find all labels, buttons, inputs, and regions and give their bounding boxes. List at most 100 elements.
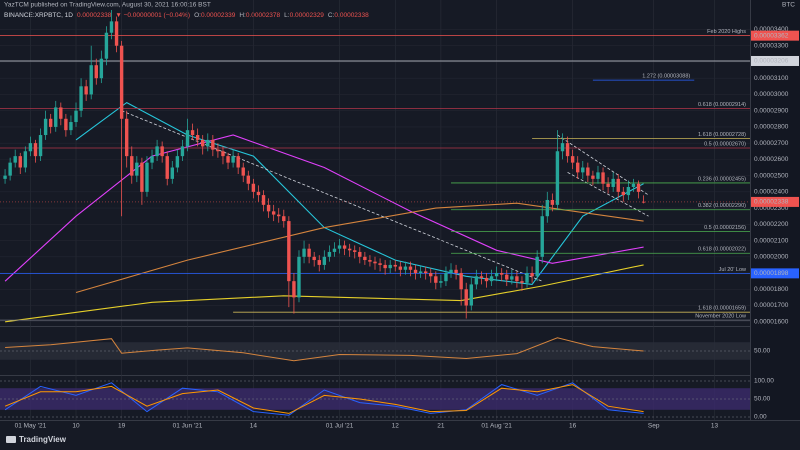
x-tick-label: 01 Jun '21 [173, 423, 203, 430]
level-label: 0.236 (0.00002455) [698, 176, 746, 182]
candle-body [302, 248, 306, 257]
y-tick-label: 0.00003300 [754, 42, 789, 49]
candle-body [266, 204, 271, 212]
candle-body [429, 273, 433, 277]
indicator-line [5, 337, 644, 362]
candle-body [206, 139, 210, 147]
y-tick-label: 0.00002600 [754, 156, 789, 163]
y-tick-label: 100.00 [754, 378, 774, 385]
level-label: 1.618 (0.00002728) [698, 132, 746, 138]
candle-body [454, 269, 458, 274]
candle-body [180, 146, 185, 157]
candle-body [434, 276, 438, 283]
candle-body [484, 277, 489, 282]
y-tick-label: 0.00002300 [754, 205, 789, 212]
candle-body [403, 266, 408, 270]
level-label: Feb 2020 Highs [707, 29, 746, 35]
y-tick-label: 0.00002700 [754, 140, 789, 147]
candle-body [130, 156, 134, 176]
candle-body [277, 214, 281, 217]
y-tick-label: 0.00002400 [754, 189, 789, 196]
candle-body [13, 156, 17, 163]
candle-body [393, 264, 397, 267]
candle-body [550, 199, 555, 205]
price-box [751, 55, 799, 66]
candle-body [555, 151, 560, 205]
last-price: 0.00002338 [77, 12, 112, 19]
indicator-line [4, 384, 644, 414]
candle-body [515, 276, 519, 282]
level-label: November 2020 Low [695, 314, 746, 320]
candle-body [565, 143, 570, 157]
candle-body [216, 149, 220, 152]
candle-body [89, 65, 93, 95]
price-box-label: 0.00003206 [754, 58, 789, 65]
candle-body [221, 151, 225, 157]
candle-body [38, 135, 43, 157]
x-tick-label: Sep [648, 423, 660, 430]
candle-body [226, 156, 230, 163]
candle-body [94, 65, 98, 79]
symbol: BINANCE:XRPBTC, 1D [4, 12, 73, 19]
candle-body [18, 156, 22, 168]
candle-body [282, 216, 286, 222]
candle-body [636, 183, 641, 192]
moving-average [75, 101, 644, 285]
candle-body [520, 281, 524, 283]
level-label: 0.5 (0.00002156) [704, 225, 746, 231]
candle-body [535, 256, 539, 277]
candle-body [423, 271, 428, 274]
x-tick-label: 01 May '21 [15, 423, 47, 430]
candle-body [641, 201, 646, 203]
x-tick-label: 10 [72, 423, 80, 430]
candle-body [631, 183, 636, 187]
candle-body [545, 199, 549, 217]
candle-body [246, 175, 251, 184]
candle-body [327, 251, 332, 257]
candle-body [581, 167, 585, 173]
ohlc-value: 0.00002329 [290, 12, 325, 19]
level-label: 0.5 (0.00002670) [704, 141, 746, 147]
candle-body [271, 211, 276, 215]
candle-body [540, 216, 544, 257]
candle-body [256, 191, 261, 196]
candle-body [140, 162, 144, 192]
y-tick-label: 0.00001600 [754, 318, 789, 325]
candle-body [8, 162, 12, 176]
candle-body [469, 284, 473, 306]
trendline [567, 172, 649, 217]
candle-body [530, 273, 534, 277]
brand: TradingView [6, 435, 67, 444]
y-tick-label: 50.00 [754, 396, 771, 403]
level-label: 1.618 (0.00001659) [698, 306, 746, 312]
ohlc-label: H: [239, 12, 246, 19]
x-tick-label: 19 [118, 423, 126, 430]
y-tick-label: 0.00 [754, 414, 767, 421]
candle-body [596, 172, 600, 179]
candle-body [99, 58, 104, 79]
y-tick-label: 0.00002800 [754, 124, 789, 131]
candle-body [297, 256, 301, 298]
candle-body [616, 178, 620, 192]
candle-body [48, 118, 53, 127]
candle-body [358, 251, 362, 257]
candle-body [251, 183, 256, 192]
candle-body [413, 269, 418, 274]
candle-body [601, 172, 605, 184]
candle-body [54, 107, 58, 127]
candle-body [170, 167, 174, 179]
moving-average [75, 202, 644, 294]
band [0, 342, 750, 360]
candle-body [347, 248, 352, 251]
candle-body [231, 156, 235, 163]
candle-body [322, 256, 327, 265]
ohlc-value: 0.00002378 [246, 12, 281, 19]
y-tick-label: 0.00002200 [754, 221, 789, 228]
candle-body [307, 248, 311, 257]
candle-body [114, 21, 119, 46]
candle-body [185, 130, 190, 147]
candle-body [560, 143, 565, 152]
x-tick-label: 01 Aug '21 [481, 423, 512, 430]
price-box-label: 0.00001898 [754, 270, 789, 277]
